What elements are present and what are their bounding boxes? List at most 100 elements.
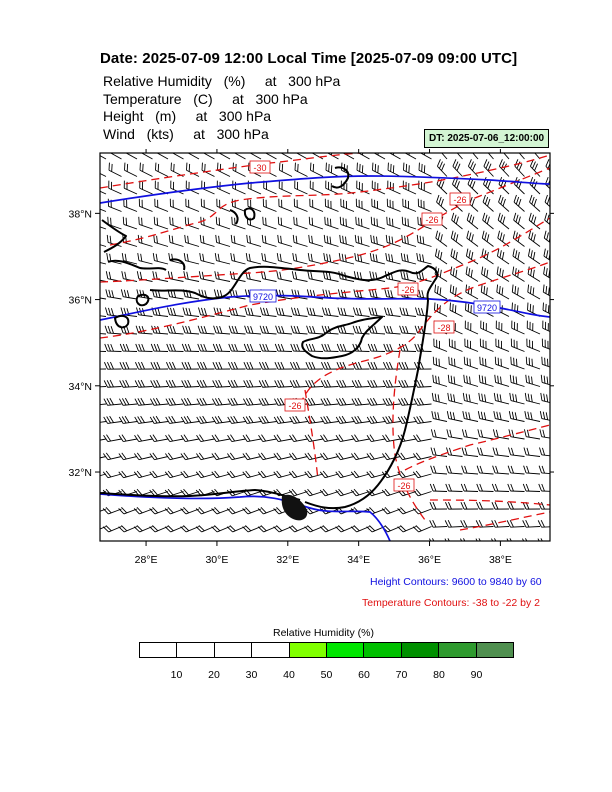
wind-barb xyxy=(416,252,432,265)
wind-barb xyxy=(460,501,479,510)
wind-barb xyxy=(226,470,246,479)
wind-barb xyxy=(382,434,401,443)
wind-barb xyxy=(452,159,463,177)
height-contour-label: 9720 xyxy=(477,303,497,313)
colorbar-label: 10 xyxy=(170,669,183,681)
wind-barb xyxy=(100,491,107,497)
wind-barb xyxy=(181,555,199,569)
wind-barb xyxy=(118,507,138,515)
wind-barb xyxy=(304,488,324,497)
wind-barb xyxy=(305,379,324,388)
wind-barb xyxy=(100,296,107,300)
colorbar-cell xyxy=(327,643,365,657)
wind-barb xyxy=(183,252,200,265)
wind-barb xyxy=(214,271,231,282)
wind-barb xyxy=(169,198,184,212)
wind-barb xyxy=(491,520,510,528)
map-frame xyxy=(99,152,551,542)
height-label-box xyxy=(473,300,501,314)
wind-barb xyxy=(257,470,277,479)
wind-barb xyxy=(133,470,153,479)
wind-barb xyxy=(215,234,231,247)
wind-barb xyxy=(367,379,386,388)
wind-barb xyxy=(397,452,417,461)
colorbar-label: 80 xyxy=(433,669,445,681)
wind-barb xyxy=(180,507,200,515)
wind-barb xyxy=(100,169,107,177)
wind-barb xyxy=(382,379,401,388)
wind-barb xyxy=(215,216,231,230)
wind-barb xyxy=(304,452,324,461)
wind-barb xyxy=(429,520,448,528)
wind-barb xyxy=(350,488,370,497)
wind-barb xyxy=(140,153,153,160)
wind-barb xyxy=(186,162,200,177)
wind-barb xyxy=(211,434,231,443)
wind-barb xyxy=(335,452,355,461)
wind-barb xyxy=(507,465,525,475)
wind-barb xyxy=(558,213,576,229)
wind-barb xyxy=(445,555,463,564)
wind-barb xyxy=(402,180,417,195)
colorbar-label: 90 xyxy=(470,669,483,681)
wind-barb xyxy=(384,307,401,317)
wind-barb xyxy=(167,307,184,317)
wind-barb xyxy=(258,555,276,569)
wind-barb xyxy=(413,415,432,424)
wind-barb xyxy=(108,162,122,177)
temperature-contour-label: -30 xyxy=(253,163,266,173)
wind-barb xyxy=(397,470,417,479)
wind-barb xyxy=(325,180,339,195)
wind-barb xyxy=(290,325,308,335)
wind-barb xyxy=(398,379,417,388)
wind-barb xyxy=(134,379,153,388)
wind-barb xyxy=(468,153,479,160)
wind-barb xyxy=(436,159,448,177)
wind-barb xyxy=(437,153,448,160)
wind-barb xyxy=(511,284,525,300)
wind-barb xyxy=(366,452,386,461)
wind-barb xyxy=(320,434,339,443)
wind-barb xyxy=(400,252,417,265)
wind-barb xyxy=(491,538,499,541)
wind-barb xyxy=(100,456,107,461)
wind-barb xyxy=(430,429,448,440)
lat-label: 36°N xyxy=(69,295,92,307)
wind-barb xyxy=(557,249,575,264)
wind-barb xyxy=(412,452,432,461)
wind-barb xyxy=(544,212,550,230)
wind-barb xyxy=(497,230,510,247)
wind-barb xyxy=(259,343,277,352)
wind-barb xyxy=(274,379,293,388)
wind-barb xyxy=(412,525,432,533)
wind-barb xyxy=(124,162,138,177)
wind-barb xyxy=(275,307,293,317)
wind-barb xyxy=(481,266,494,282)
wind-barb xyxy=(525,374,541,387)
wind-barb xyxy=(292,234,308,247)
wind-barb xyxy=(216,198,231,212)
wind-barb xyxy=(122,216,138,230)
wind-barb xyxy=(350,470,370,479)
wind-barb xyxy=(522,520,541,528)
wind-barb xyxy=(398,343,417,352)
wind-barb xyxy=(244,307,262,317)
wind-barb xyxy=(258,379,277,388)
wind-barb xyxy=(367,343,386,352)
wind-barb xyxy=(102,452,122,461)
nile-delta xyxy=(281,494,308,521)
wind-barb xyxy=(320,538,338,552)
wind-barb xyxy=(149,452,169,461)
wind-barb xyxy=(398,397,417,406)
wind-barb xyxy=(336,538,354,552)
wind-barb xyxy=(138,216,153,230)
wind-barb xyxy=(100,242,107,247)
temperature-contour-label: -26 xyxy=(288,401,301,411)
wind-barb xyxy=(309,180,324,195)
dt-badge: DT: 2025-07-06_12:00:00 xyxy=(424,129,550,148)
wind-barb xyxy=(434,302,448,317)
wind-barb xyxy=(479,338,494,352)
wind-barb xyxy=(545,159,550,177)
wind-barb xyxy=(450,266,463,282)
wind-barb xyxy=(526,320,541,335)
